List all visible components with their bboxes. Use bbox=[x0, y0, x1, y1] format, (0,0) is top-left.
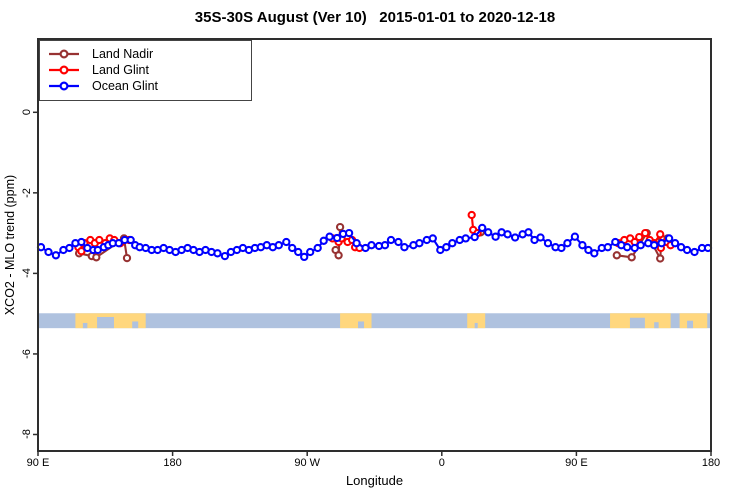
legend-label: Land Nadir bbox=[92, 47, 154, 61]
y-tick-label: 0 bbox=[21, 109, 33, 116]
data-point bbox=[334, 251, 343, 260]
y-tick-label: -6 bbox=[21, 349, 33, 359]
legend-item-land-nadir: Land Nadir bbox=[40, 46, 251, 62]
data-point bbox=[690, 247, 699, 257]
data-point bbox=[641, 228, 650, 238]
data-point bbox=[213, 249, 222, 258]
chart-title: 35S-30S August (Ver 10) 2015-01-01 to 20… bbox=[194, 9, 556, 26]
data-point bbox=[77, 237, 86, 247]
data-point bbox=[578, 241, 587, 250]
data-point bbox=[44, 247, 53, 257]
data-point bbox=[95, 235, 104, 245]
data-point bbox=[300, 252, 309, 262]
data-point bbox=[319, 236, 328, 245]
data-point bbox=[470, 232, 479, 242]
legend: Land Nadir Land Glint Ocean Glint bbox=[39, 40, 252, 101]
data-point bbox=[77, 247, 86, 256]
data-point bbox=[491, 232, 500, 241]
data-point bbox=[274, 241, 283, 250]
data-point bbox=[611, 237, 620, 247]
land-ocean-strip bbox=[38, 313, 711, 329]
data-point bbox=[510, 233, 520, 242]
y-tick-label: -4 bbox=[21, 268, 33, 279]
x-axis-title: Longitude bbox=[345, 473, 404, 488]
data-point bbox=[543, 239, 553, 248]
legend-label: Land Glint bbox=[92, 63, 149, 77]
data-point bbox=[657, 239, 666, 248]
data-point bbox=[380, 241, 390, 250]
ocean-glint-symbol-icon bbox=[49, 81, 79, 91]
x-tick-label: 90 E bbox=[26, 457, 50, 469]
data-point bbox=[126, 235, 135, 245]
data-point bbox=[656, 254, 665, 263]
plot-frame bbox=[37, 38, 712, 452]
legend-label: Ocean Glint bbox=[92, 79, 159, 93]
data-point bbox=[313, 243, 322, 253]
data-point bbox=[478, 223, 487, 233]
data-point bbox=[325, 232, 334, 241]
data-point bbox=[335, 222, 345, 232]
data-point bbox=[442, 243, 451, 252]
data-point bbox=[484, 228, 493, 237]
data-point bbox=[122, 253, 132, 263]
y-tick-label: -8 bbox=[21, 429, 33, 440]
data-point bbox=[114, 239, 123, 248]
axis-ticks bbox=[33, 111, 712, 456]
data-point bbox=[220, 251, 230, 261]
data-point bbox=[603, 243, 612, 252]
data-point bbox=[670, 239, 680, 248]
data-point bbox=[428, 234, 437, 243]
data-point bbox=[612, 251, 621, 260]
data-point bbox=[536, 233, 545, 242]
x-tick-label: 90 W bbox=[294, 457, 321, 469]
data-point bbox=[394, 237, 403, 247]
data-point bbox=[635, 232, 644, 242]
land-glint-symbol-icon bbox=[49, 65, 79, 75]
data-point bbox=[650, 241, 659, 250]
data-point bbox=[288, 243, 297, 253]
data-point bbox=[664, 234, 674, 243]
data-point bbox=[682, 245, 692, 255]
data-point bbox=[461, 234, 470, 243]
legend-item-ocean-glint: Ocean Glint bbox=[40, 78, 251, 94]
data-point bbox=[557, 243, 566, 253]
data-point bbox=[415, 239, 424, 248]
x-tick-label: 90 E bbox=[565, 457, 588, 469]
data-point bbox=[400, 243, 409, 252]
data-point bbox=[524, 228, 533, 237]
data-point bbox=[623, 243, 632, 252]
data-point bbox=[570, 232, 580, 241]
data-point bbox=[636, 241, 645, 250]
chart-canvas bbox=[33, 38, 713, 456]
data-point bbox=[306, 247, 315, 257]
data-point bbox=[503, 230, 512, 239]
data-point bbox=[282, 237, 291, 247]
data-point bbox=[92, 253, 101, 262]
data-point bbox=[344, 228, 354, 238]
data-point bbox=[563, 239, 572, 248]
data-point bbox=[448, 239, 457, 248]
data-point bbox=[367, 241, 376, 250]
y-axis-title: XCO2 - MLO trend (ppm) bbox=[3, 174, 17, 316]
data-point bbox=[51, 251, 61, 260]
data-point bbox=[656, 230, 665, 239]
data-point bbox=[467, 210, 476, 220]
y-tick-label: -2 bbox=[21, 187, 33, 198]
data-point bbox=[590, 249, 599, 258]
data-point bbox=[627, 253, 636, 262]
x-tick-label: 180 bbox=[701, 457, 721, 469]
data-point bbox=[294, 247, 303, 257]
legend-item-land-glint: Land Glint bbox=[40, 62, 251, 78]
data-point bbox=[65, 243, 74, 253]
plot-area bbox=[33, 38, 713, 456]
x-tick-label: 0 bbox=[438, 457, 445, 469]
data-point bbox=[352, 239, 361, 248]
ocean-glint-series bbox=[36, 223, 713, 262]
data-point bbox=[332, 233, 342, 243]
data-point bbox=[584, 245, 593, 255]
x-tick-label: 180 bbox=[163, 457, 182, 469]
land-nadir-symbol-icon bbox=[49, 49, 79, 59]
data-point bbox=[386, 235, 396, 245]
